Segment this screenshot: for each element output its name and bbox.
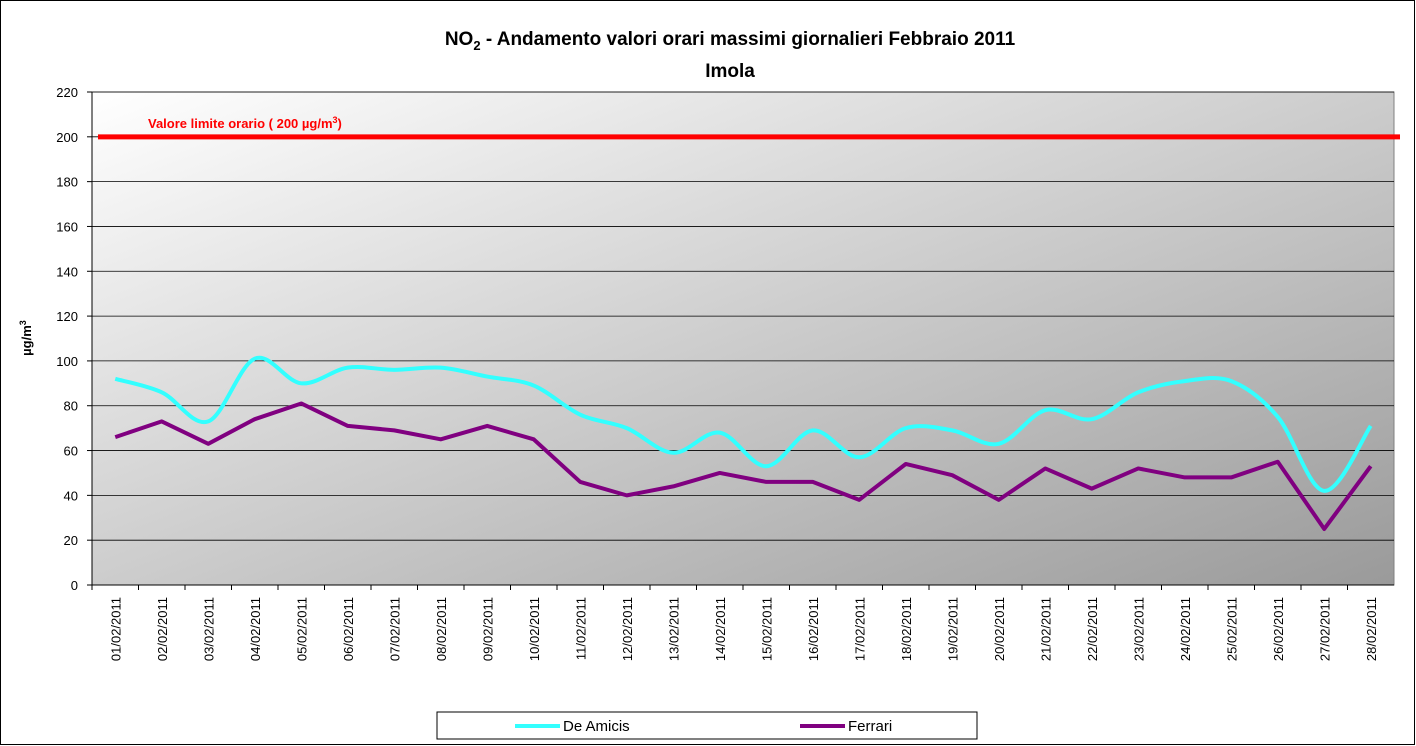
- x-tick-label: 17/02/2011: [852, 597, 867, 661]
- chart-subtitle: Imola: [705, 61, 755, 82]
- y-tick-label: 120: [56, 309, 78, 324]
- y-tick-label: 80: [64, 399, 78, 414]
- legend-label: De Amicis: [563, 718, 630, 735]
- plot-area: [91, 91, 1395, 586]
- x-tick-label: 22/02/2011: [1085, 597, 1100, 661]
- legend-label: Ferrari: [848, 718, 892, 735]
- x-tick-label: 23/02/2011: [1131, 597, 1146, 661]
- x-tick-label: 24/02/2011: [1178, 597, 1193, 661]
- x-tick-label: 16/02/2011: [806, 597, 821, 661]
- x-tick-label: 18/02/2011: [899, 597, 914, 661]
- x-tick-label: 27/02/2011: [1317, 597, 1332, 661]
- x-tick-label: 01/02/2011: [108, 597, 123, 661]
- y-tick-label: 200: [56, 130, 78, 145]
- x-tick-label: 09/02/2011: [480, 597, 495, 661]
- x-tick-label: 12/02/2011: [620, 597, 635, 661]
- y-tick-label: 20: [64, 533, 78, 548]
- x-tick-label: 25/02/2011: [1224, 597, 1239, 661]
- series-line: [114, 355, 1373, 493]
- x-tick-label: 20/02/2011: [992, 597, 1007, 661]
- y-tick-label: 220: [56, 85, 78, 100]
- y-tick-label: 0: [71, 578, 78, 593]
- y-axis-label: µg/m3: [18, 320, 34, 356]
- x-tick-label: 05/02/2011: [294, 597, 309, 661]
- x-tick-label: 04/02/2011: [248, 597, 263, 661]
- x-tick-label: 06/02/2011: [341, 597, 356, 661]
- y-tick-label: 160: [56, 219, 78, 234]
- x-tick-label: 08/02/2011: [434, 597, 449, 661]
- x-tick-label: 19/02/2011: [945, 597, 960, 661]
- x-tick-label: 21/02/2011: [1038, 597, 1053, 661]
- x-tick-label: 02/02/2011: [155, 597, 170, 661]
- x-tick-label: 14/02/2011: [713, 597, 728, 661]
- y-tick-label: 100: [56, 354, 78, 369]
- y-tick-label: 60: [64, 444, 78, 459]
- y-tick-label: 40: [64, 488, 78, 503]
- y-tick-label: 180: [56, 175, 78, 190]
- x-tick-label: 28/02/2011: [1364, 597, 1379, 661]
- chart-title: NO2 - Andamento valori orari massimi gio…: [445, 29, 1016, 53]
- x-tick-label: 11/02/2011: [573, 597, 588, 660]
- annotation: Valore limite orario ( 200 µg/m3): [148, 115, 342, 131]
- x-tick-label: 13/02/2011: [666, 597, 681, 661]
- x-tick-label: 07/02/2011: [387, 597, 402, 661]
- x-tick-label: 03/02/2011: [201, 597, 216, 661]
- y-tick-label: 140: [56, 264, 78, 279]
- x-tick-label: 26/02/2011: [1271, 597, 1286, 661]
- series-line: [114, 401, 1373, 531]
- x-tick-label: 10/02/2011: [527, 597, 542, 661]
- x-tick-label: 15/02/2011: [759, 597, 774, 661]
